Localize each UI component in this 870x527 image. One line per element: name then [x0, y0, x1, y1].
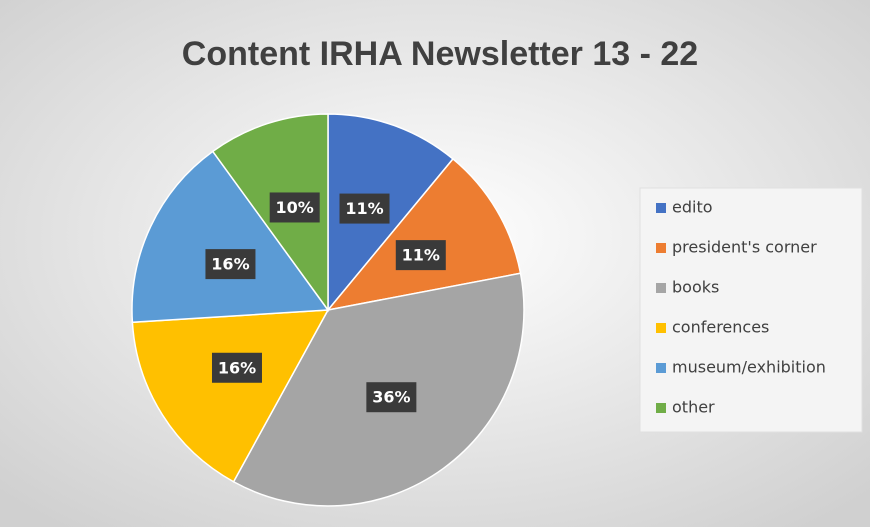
pie-slice [327, 113, 454, 313]
legend-label: museum/exhibition [672, 358, 826, 377]
legend-swatch [656, 363, 666, 373]
data-label: 11% [345, 199, 383, 218]
legend-label: conferences [672, 318, 769, 337]
data-label: 16% [218, 358, 256, 377]
legend-swatch [656, 403, 666, 413]
chart-title: Content IRHA Newsletter 13 - 22 [182, 35, 698, 73]
data-label-box [339, 193, 390, 224]
data-label: 16% [211, 255, 249, 274]
legend-swatch [656, 203, 666, 213]
data-label-box [395, 240, 446, 271]
legend-swatch [656, 323, 666, 333]
legend-swatch [656, 283, 666, 293]
legend-swatch [656, 243, 666, 253]
legend-label: edito [672, 198, 713, 217]
data-label-box [269, 192, 320, 223]
pie-slice [326, 157, 522, 312]
data-label: 10% [276, 198, 314, 217]
pie-slice [131, 309, 330, 483]
data-label-box [366, 382, 417, 413]
data-label: 11% [402, 246, 440, 265]
pie-slice [131, 150, 330, 324]
legend-label: president's corner [672, 238, 817, 257]
data-label: 36% [372, 388, 410, 407]
legend [639, 187, 863, 433]
legend-label: other [672, 398, 715, 417]
legend-label: books [672, 278, 719, 297]
data-label-box [211, 352, 262, 383]
data-label-box [205, 249, 256, 280]
